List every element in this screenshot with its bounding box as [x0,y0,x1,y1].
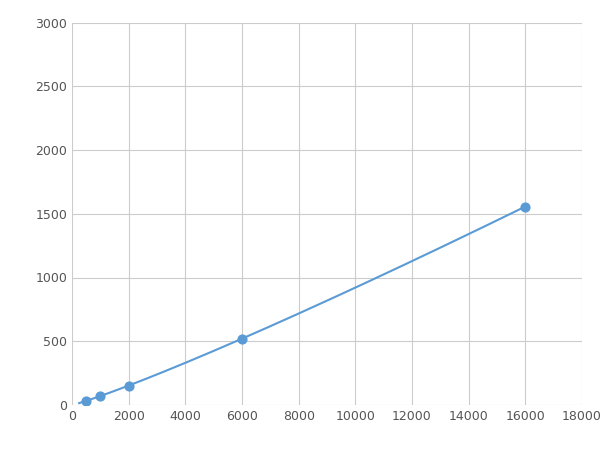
Point [82,397,91,405]
Point [124,382,133,389]
Point [237,335,247,342]
Point [521,203,530,210]
Point [95,392,105,400]
